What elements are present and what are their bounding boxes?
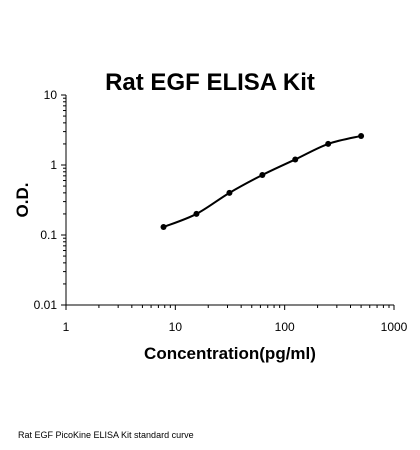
data-point [358, 132, 365, 139]
axes [65, 95, 394, 306]
ticks: 0.01 0.1 1 10 1 10 100 1000 [34, 88, 408, 334]
data-point [193, 210, 200, 217]
data-point [259, 171, 266, 178]
y-tick-label: 0.1 [40, 228, 57, 242]
y-tick-label: 1 [50, 158, 57, 172]
chart-title: Rat EGF ELISA Kit [105, 69, 315, 96]
plot-area [160, 132, 365, 231]
x-tick-label: 1000 [381, 320, 408, 334]
x-tick-label: 10 [169, 320, 183, 334]
figure-caption: Rat EGF PicoKine ELISA Kit standard curv… [18, 430, 194, 440]
data-point [160, 224, 167, 231]
y-tick-label: 10 [44, 88, 58, 102]
x-tick-label: 1 [63, 320, 70, 334]
x-axis-label: Concentration(pg/ml) [144, 344, 316, 363]
fit-curve-line [163, 134, 362, 228]
data-point [292, 156, 299, 163]
data-point [325, 140, 332, 147]
data-point [226, 189, 233, 196]
x-tick-label: 100 [275, 320, 295, 334]
y-tick-label: 0.01 [34, 298, 58, 312]
y-axis-label: O.D. [13, 183, 32, 218]
